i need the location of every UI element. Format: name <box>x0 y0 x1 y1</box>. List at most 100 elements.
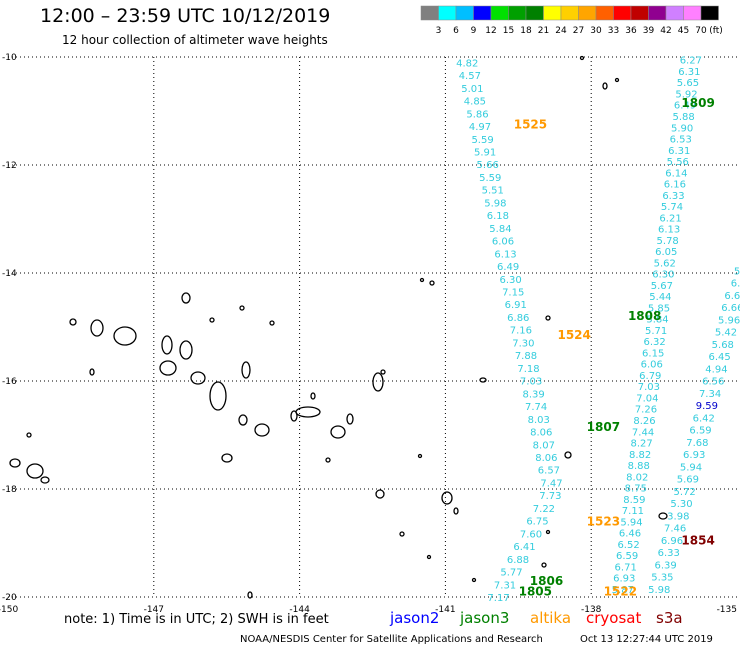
longitude-tick-label: -147 <box>144 605 164 615</box>
wave-height-value: 6.93 <box>613 574 635 585</box>
wave-height-value: 7.31 <box>494 580 516 591</box>
wave-height-value: 6.05 <box>655 247 677 258</box>
wave-height-value: 8.06 <box>535 453 557 464</box>
wave-height-value: 7.17 <box>487 593 509 604</box>
island <box>181 292 191 304</box>
wave-height-value: 6.45 <box>708 352 730 363</box>
island <box>545 529 551 535</box>
wave-height-value: 9.59 <box>696 401 718 412</box>
wave-height-value: 7.46 <box>664 524 686 535</box>
wave-height-value: 5.87 <box>612 585 634 596</box>
wave-height-value: 5.91 <box>474 148 496 159</box>
island <box>310 392 316 400</box>
track-time-label: 1806 <box>530 574 563 588</box>
wave-height-value: 7.26 <box>635 405 657 416</box>
wave-height-value: 6.66 <box>724 291 740 302</box>
wave-height-value: 4.97 <box>469 122 491 133</box>
island <box>541 562 547 568</box>
island <box>179 340 193 360</box>
island <box>9 458 21 468</box>
wave-height-value: 8.03 <box>528 415 550 426</box>
wave-height-value: 5.67 <box>651 281 673 292</box>
wave-height-value: 5.88 <box>672 112 694 123</box>
island <box>375 489 385 499</box>
wave-height-value: 5.77 <box>500 568 522 579</box>
colorbar: 3 6 9 12 15 18 21 24 27 30 33 36 39 42 45 70 (ft) <box>420 5 723 35</box>
island <box>453 507 459 515</box>
island <box>545 315 551 321</box>
island <box>254 423 270 437</box>
wave-height-value: 8.27 <box>630 439 652 450</box>
wave-height-value: 5.86 <box>466 109 488 120</box>
wave-height-value: 5.62 <box>654 258 676 269</box>
colorbar-tick-label: 42 <box>660 26 671 35</box>
latitude-tick-label: -14 <box>2 269 17 279</box>
track-time-label: 1805 <box>519 585 552 599</box>
wave-height-value: 5.51 <box>482 186 504 197</box>
wave-height-value: 5.42 <box>715 328 737 339</box>
wave-height-value: 5.74 <box>661 202 683 213</box>
wave-height-value: 6.93 <box>683 450 705 461</box>
wave-height-value: 7.47 <box>540 478 562 489</box>
wave-height-value: 5.30 <box>670 499 692 510</box>
wave-height-value: 5.90 <box>671 123 693 134</box>
wave-height-value: 8.06 <box>530 428 552 439</box>
wave-height-value: 6.49 <box>674 101 696 112</box>
island <box>471 577 477 583</box>
island <box>372 372 384 392</box>
island <box>90 319 104 337</box>
island <box>325 457 331 463</box>
island <box>161 335 173 355</box>
wave-height-value: 7.16 <box>510 326 532 337</box>
wave-height-value: 5.72 <box>674 487 696 498</box>
island <box>290 410 298 422</box>
wave-height-value: 6.42 <box>693 413 715 424</box>
wave-height-value: 5.4 <box>734 266 740 277</box>
wave-height-value: 5.94 <box>680 462 702 473</box>
wave-height-value: 6.79 <box>639 371 661 382</box>
wave-height-value: 5.78 <box>657 236 679 247</box>
island <box>26 432 32 438</box>
island <box>190 371 206 385</box>
wave-height-value: 7.30 <box>512 338 534 349</box>
wave-height-value: 6.13 <box>494 249 516 260</box>
satellite-legend-item: cryosat <box>586 609 642 627</box>
latitude-tick-label: -20 <box>2 593 17 603</box>
island <box>658 512 668 520</box>
wave-height-value: 6.15 <box>642 348 664 359</box>
wave-height-value: 5.59 <box>471 135 493 146</box>
wave-height-value: 6.91 <box>505 300 527 311</box>
wave-height-value: 6.06 <box>492 237 514 248</box>
island <box>209 381 227 411</box>
wave-height-value: 3.98 <box>667 511 689 522</box>
wave-height-value: 8.02 <box>626 472 648 483</box>
island <box>69 318 77 326</box>
wave-height-value: 6.31 <box>668 146 690 157</box>
wave-height-value: 7.22 <box>533 504 555 515</box>
wave-height-value: 6.53 <box>670 135 692 146</box>
track-time-label: 1522 <box>604 585 637 599</box>
wave-height-value: 6.30 <box>500 275 522 286</box>
wave-height-value: 7.11 <box>622 506 644 517</box>
tick-labels: -150 -147 -144 -141 -138 -135 -10 -12 -14 -16 -18 -… <box>0 53 737 615</box>
wave-height-value: 4.85 <box>464 97 486 108</box>
wave-height-value: 5.66 <box>477 160 499 171</box>
latitude-tick-label: -12 <box>2 161 17 171</box>
wave-height-value: 7.44 <box>632 427 654 438</box>
longitude-tick-label: -138 <box>581 605 602 615</box>
island <box>399 531 405 537</box>
track-time-label: 1808 <box>628 309 661 323</box>
wave-height-value: 7.73 <box>539 491 561 502</box>
wave-height-value: 6.56 <box>702 377 724 388</box>
island <box>579 55 585 61</box>
wave-height-value: 6.71 <box>615 562 637 573</box>
satellite-legend-item: jason2 <box>390 609 440 627</box>
wave-height-value: 4.57 <box>459 71 481 82</box>
island <box>330 425 346 439</box>
colorbar-tick-label: 30 <box>590 26 602 35</box>
wave-height-value: 7.15 <box>502 288 524 299</box>
wave-height-value: 7.03 <box>520 377 542 388</box>
wave-height-value: 6.18 <box>487 211 509 222</box>
wave-height-value: 7.03 <box>638 382 660 393</box>
island <box>239 305 245 311</box>
